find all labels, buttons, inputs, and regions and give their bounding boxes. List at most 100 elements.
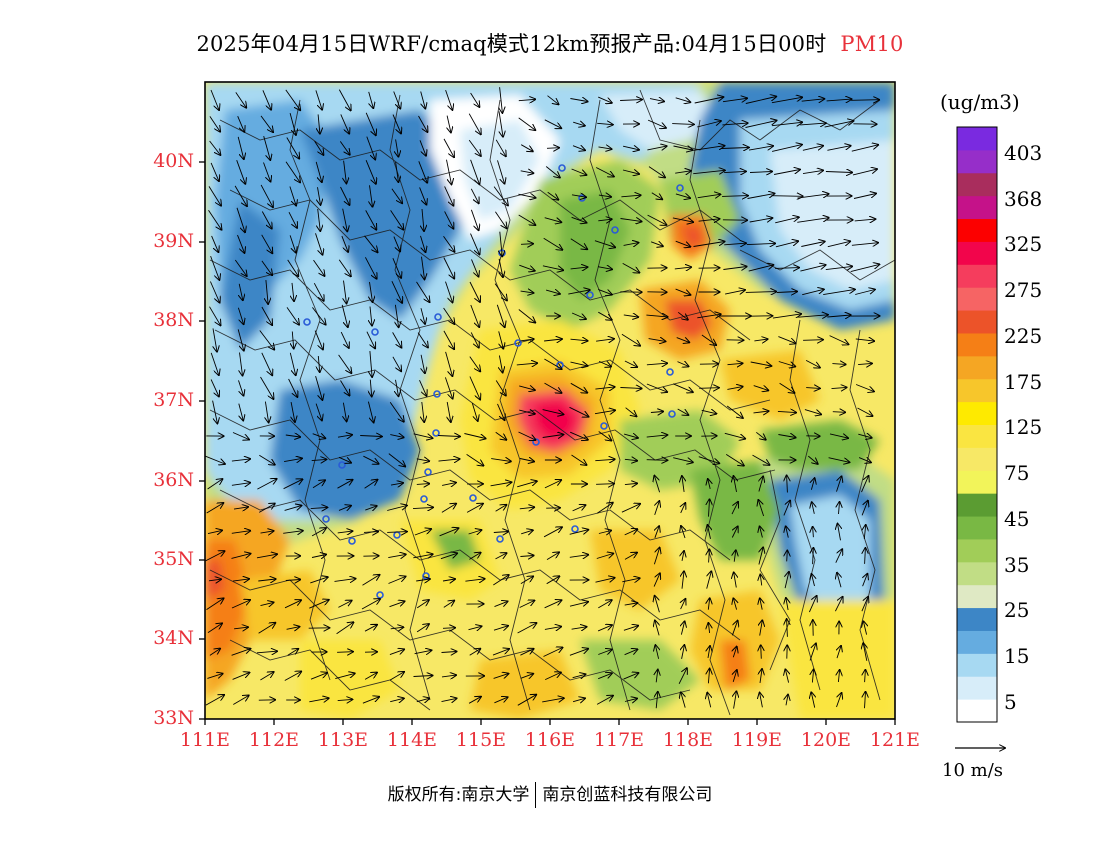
wind-arrow	[393, 91, 401, 109]
wind-arrow	[285, 89, 300, 110]
wind-arrow	[722, 98, 747, 101]
wind-arrow	[542, 435, 564, 438]
wind-arrow	[572, 698, 585, 701]
wind-arrow	[315, 161, 322, 182]
wind-arrow	[341, 304, 348, 327]
wind-arrow	[596, 696, 613, 705]
wind-arrow	[786, 598, 788, 611]
wind-arrow	[673, 457, 693, 463]
wind-arrow	[469, 356, 480, 372]
wind-arrow	[725, 454, 744, 465]
wind-arrow	[656, 692, 658, 709]
lon-label-116e: 116E	[524, 729, 576, 751]
wind-arrow	[722, 196, 748, 197]
wind-arrow	[209, 116, 220, 131]
wind-arrow	[571, 216, 587, 222]
wind-arrow	[260, 376, 274, 399]
wind-arrow	[682, 571, 684, 589]
wind-arrow	[753, 385, 769, 391]
wind-arrow	[258, 623, 276, 634]
wind-arrow	[261, 260, 272, 275]
wind-arrow	[237, 136, 244, 159]
colorbar-bin	[957, 195, 997, 220]
wind-arrow	[721, 148, 749, 149]
wind-arrow	[772, 314, 801, 319]
colorbar-bin	[957, 172, 997, 197]
wind-arrow	[653, 573, 660, 587]
wind-arrow	[570, 238, 587, 249]
wind-arrow	[776, 292, 797, 293]
colorbar-label-368: 368	[1004, 187, 1043, 211]
wind-arrow	[761, 645, 762, 659]
wind-arrow	[571, 454, 587, 465]
wind-arrow	[544, 480, 561, 489]
wind-arrow	[370, 185, 373, 206]
colorbar-bin	[957, 630, 997, 654]
wind-arrow	[257, 479, 276, 490]
wind-arrow	[446, 159, 452, 185]
wind-arrow	[697, 194, 721, 197]
wind-arrow	[314, 140, 324, 155]
wind-arrow	[370, 306, 372, 326]
wind-arrow	[413, 433, 433, 438]
wind-arrow	[285, 161, 300, 183]
colorbar-label-25: 25	[1004, 598, 1030, 622]
wind-arrow	[653, 548, 659, 565]
wind-arrow	[396, 161, 399, 182]
wind-arrow	[544, 627, 561, 630]
wind-arrow	[390, 698, 404, 701]
wind-arrow	[806, 388, 820, 389]
colorbar-bin	[957, 470, 997, 494]
wind-arrow	[519, 601, 535, 608]
wind-arrow	[861, 501, 868, 516]
wind-arrow	[337, 435, 352, 437]
wind-arrow	[414, 529, 431, 536]
wind-arrow	[709, 550, 710, 563]
wind-arrow	[366, 331, 375, 349]
wind-arrow	[396, 379, 399, 396]
wind-arrow	[858, 434, 871, 438]
wind-arrow	[678, 668, 687, 685]
wind-arrow	[471, 402, 477, 421]
wind-arrow	[518, 194, 535, 198]
wind-arrow	[698, 219, 720, 221]
wind-arrow	[568, 290, 589, 295]
wind-arrow	[206, 598, 224, 610]
wind-arrow	[388, 554, 405, 557]
wind-arrow	[210, 352, 219, 375]
wind-arrow	[518, 431, 536, 440]
wind-arrow	[469, 281, 480, 302]
wind-arrow	[786, 695, 788, 706]
wind-arrow	[747, 194, 775, 199]
wind-arrow	[497, 160, 505, 183]
wind-arrow	[231, 531, 250, 534]
map-title: 2025年04月15日WRF/cmaq模式12km预报产品:04月15日00时 P…	[0, 28, 1100, 58]
wind-arrow	[771, 97, 802, 104]
footer-right: 南京创蓝科技有限公司	[542, 785, 713, 805]
wind-arrow	[470, 304, 479, 327]
colorbar-bin	[957, 310, 997, 334]
wind-arrow	[676, 338, 690, 343]
wind-arrow	[760, 620, 763, 636]
colorbar-bin	[957, 241, 997, 265]
colorbar-bin	[957, 676, 997, 700]
wind-arrow	[648, 166, 665, 178]
wind-arrow	[624, 603, 638, 605]
lat-label-35n: 35N	[153, 548, 194, 570]
wind-arrow	[829, 335, 849, 345]
wind-arrow	[468, 139, 481, 156]
wind-arrow	[771, 196, 802, 197]
wind-arrow	[495, 431, 507, 440]
colorbar-bin	[957, 516, 997, 540]
wind-arrow	[836, 476, 842, 492]
colorbar-bin	[957, 561, 997, 586]
colorbar-bin	[957, 653, 997, 677]
wind-arrow	[748, 146, 773, 151]
wind-arrow	[396, 139, 399, 156]
footer-credit: 版权所有:南京大学 南京创蓝科技有限公司	[0, 780, 1100, 808]
wind-arrow	[284, 458, 302, 461]
wind-arrow	[621, 195, 640, 197]
wind-arrow	[494, 601, 508, 608]
wind-arrow	[366, 136, 375, 160]
wind-arrow	[813, 527, 814, 538]
